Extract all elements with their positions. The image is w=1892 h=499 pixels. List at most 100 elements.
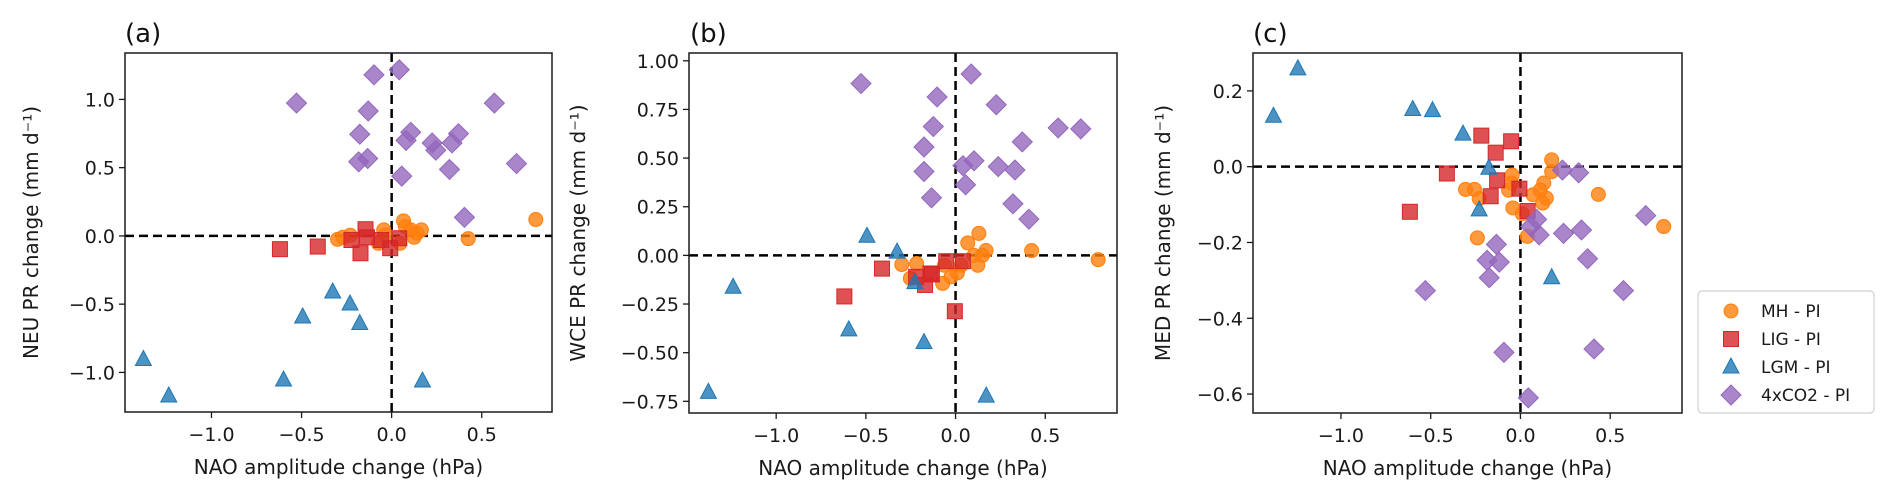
point-4xco2 [922,115,945,138]
point-4xco2 [1002,193,1024,215]
point-4xco2 [1517,387,1540,409]
y-tick-label: −0.6 [1197,384,1243,406]
legend-label: LIG - PI [1761,330,1821,350]
axes-frame [124,52,553,413]
x-axis-label: NAO amplitude change (hPa) [758,456,1047,480]
point-lgm [1289,58,1307,76]
point-4xco2 [1488,251,1510,273]
point-4xco2 [505,152,528,175]
point-4xco2 [1576,248,1599,270]
point-mh [460,231,476,247]
point-4xco2 [926,86,948,108]
point-4xco2 [1583,338,1605,360]
point-4xco2 [1485,233,1508,256]
y-tick-label: 0.50 [637,148,679,170]
point-4xco2 [985,94,1007,116]
point-mh [1024,243,1040,259]
legend-label: LGM - PI [1761,358,1831,378]
legend-marker-mh [1723,303,1739,319]
x-tick-label: −0.5 [1408,425,1454,447]
point-4xco2 [1011,131,1033,153]
y-tick-label: −0.25 [621,294,679,316]
point-lig [1487,144,1504,161]
point-4xco2 [987,155,1009,178]
point-4xco2 [1493,341,1515,364]
legend-marker-lgm [1722,356,1740,374]
point-lig [343,232,360,249]
y-tick-label: 1.0 [85,89,115,111]
y-tick-label: 0.2 [1213,81,1243,103]
point-lig [836,288,853,305]
point-lgm [1470,199,1489,217]
legend-label: MH - PI [1761,302,1821,322]
point-4xco2 [356,147,379,170]
y-tick-label: 0.75 [637,99,679,121]
point-lgm [888,242,906,259]
point-4xco2 [1018,208,1040,230]
point-4xco2 [913,136,935,158]
x-axis-label: NAO amplitude change (hPa) [1323,456,1612,480]
point-4xco2 [850,72,872,95]
y-tick-label: 0.5 [85,158,115,180]
point-mh [894,257,910,273]
point-lgm [839,319,858,337]
y-tick-label: −0.75 [621,391,679,413]
point-lgm [1542,267,1561,285]
point-mh [974,247,990,263]
y-tick-label: 0.0 [85,226,115,248]
point-4xco2 [285,92,308,114]
point-lig [874,260,891,277]
x-tick-label: 0.5 [1030,425,1060,447]
x-axis-label: NAO amplitude change (hPa) [194,455,483,479]
point-lig [352,245,369,262]
point-4xco2 [447,122,470,145]
point-4xco2 [1612,279,1635,302]
panel-b: −1.0 −0.5 0.0 0.5 −0.75 −0.50 −0.25 0.00 0.25 0.5… [566,19,1118,480]
point-lgm [274,369,293,387]
point-4xco2 [1551,159,1574,181]
panel-label: (c) [1253,19,1288,49]
point-4xco2 [400,121,422,144]
x-tick-label: 0.0 [377,424,407,446]
point-lig [391,230,408,247]
point-lig [358,229,375,246]
point-4xco2 [388,59,410,81]
panel-c: −1.0 −0.5 0.0 0.5 −0.6 −0.4 −0.2 0.0 0.2 NAO ampl… [1151,19,1683,480]
panel-label: (b) [690,19,727,49]
y-axis-label: MED PR change (mm d⁻¹) [1151,105,1175,361]
point-lgm [134,349,153,366]
point-4xco2 [1047,117,1069,139]
point-mh [528,212,544,228]
axes-frame [1252,52,1683,414]
point-lig [938,253,955,270]
point-lgm [341,293,359,311]
point-4xco2 [1570,219,1593,241]
data-points [699,63,1106,403]
point-mh [1090,252,1106,268]
point-lig [1489,172,1506,189]
point-4xco2 [1070,118,1092,140]
point-4xco2 [483,92,506,114]
y-tick-label: 0.0 [1213,157,1243,179]
panel-label: (a) [125,19,161,49]
point-mh [409,225,425,241]
point-lgm [293,306,312,324]
point-lgm [1403,99,1422,116]
point-mh [1590,186,1606,202]
point-mh [909,256,925,272]
legend-label: 4xCO2 - PI [1761,386,1850,406]
point-lgm [915,332,933,350]
point-lig [1482,188,1499,205]
point-lgm [977,386,996,403]
x-tick-label: −0.5 [843,425,889,447]
point-4xco2 [1004,159,1026,181]
point-mh [1535,195,1551,211]
panel-a: −1.0 −0.5 0.0 0.5 −1.0 −0.5 0.0 0.5 1.0 NAO ampli… [19,19,553,479]
point-4xco2 [1567,162,1590,184]
point-mh [1656,219,1672,235]
point-4xco2 [363,64,385,86]
point-lig [1473,127,1490,144]
axes-frame [688,52,1118,414]
point-mh [960,235,976,251]
